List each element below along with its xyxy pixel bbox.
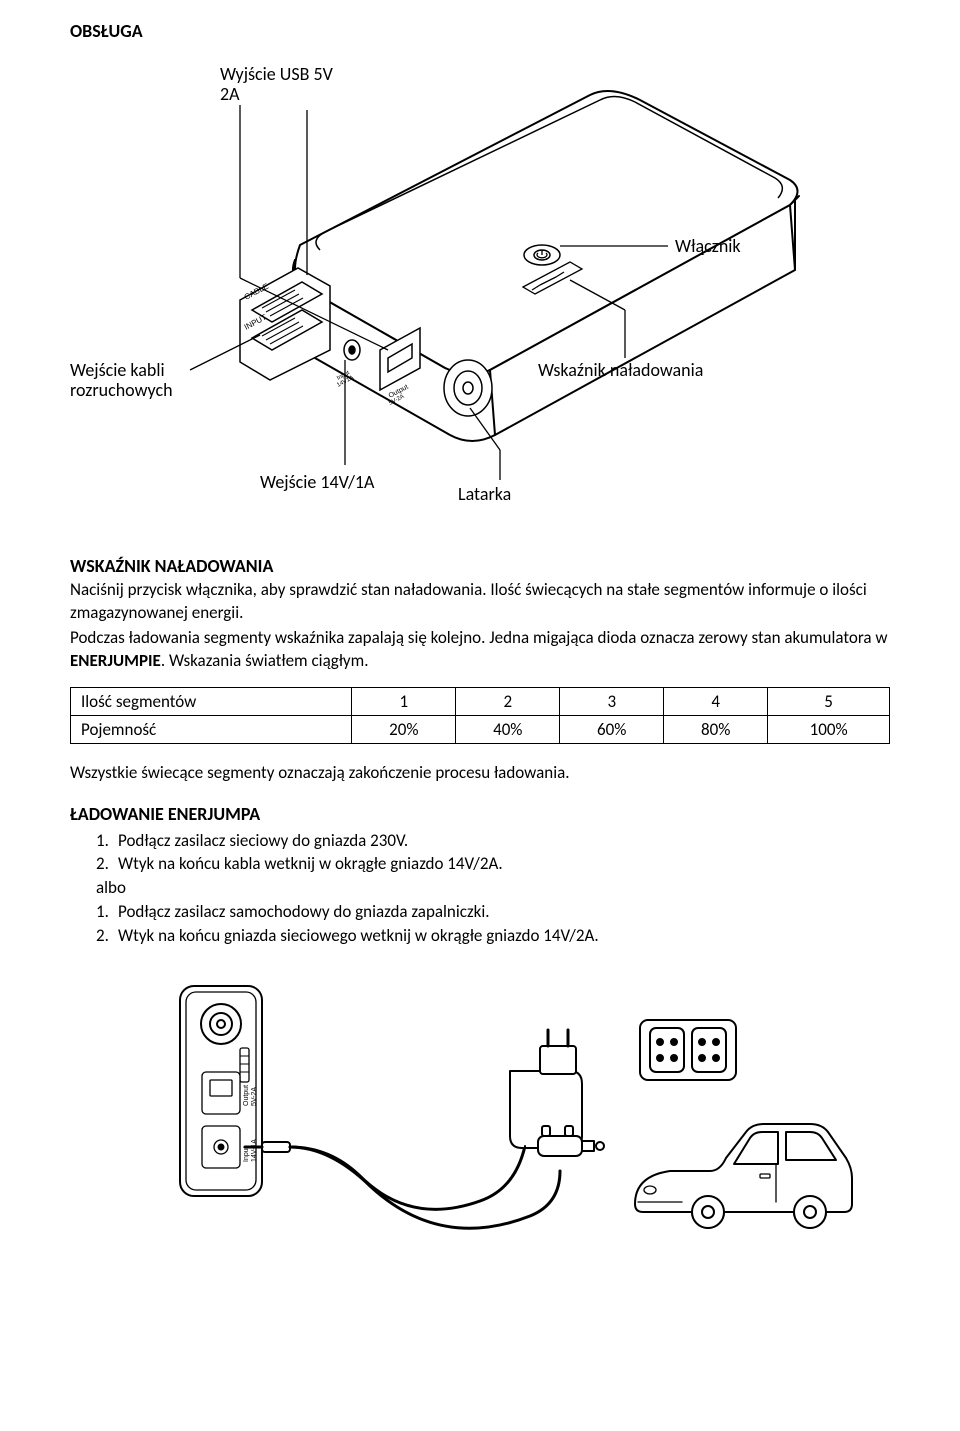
charging-list: 1.Podłącz zasilacz sieciowy do gniazda 2… (70, 829, 890, 948)
label-usb-out-2: 2A (220, 83, 240, 105)
cell: 80% (664, 715, 768, 743)
cell: 1 (352, 687, 456, 715)
li-text: Podłącz zasilacz sieciowy do gniazda 230… (118, 830, 408, 851)
cell: 2 (456, 687, 560, 715)
charging-diagram: Output 5V-2A Input 14V-1A (70, 976, 890, 1251)
label-cables-1: Wejście kabli (70, 359, 165, 381)
indicator-p2-bold: ENERJUMPIE (70, 650, 161, 671)
cell: 5 (768, 687, 890, 715)
device-diagram: CABLE INPUT Input 14V1A Output 5V-2A Wyj… (70, 50, 890, 525)
cell: 60% (560, 715, 664, 743)
page-title: OBSŁUGA (70, 20, 890, 42)
after-table-text: Wszystkie świecące segmenty oznaczają za… (70, 762, 890, 785)
cell: 4 (664, 687, 768, 715)
li-text: Podłącz zasilacz samochodowy do gniazda … (118, 901, 490, 922)
list-item: 2.Wtyk na końcu kabla wetknij w okrągłe … (70, 852, 890, 876)
albo-text: albo (70, 876, 890, 900)
cell: 40% (456, 715, 560, 743)
label-switch: Włącznik (675, 235, 741, 257)
row1-label: Ilość segmentów (71, 687, 352, 715)
li-text: Wtyk na końcu kabla wetknij w okrągłe gn… (118, 853, 503, 874)
indicator-p1: Naciśnij przycisk włącznika, aby sprawdz… (70, 579, 890, 625)
label-torch: Latarka (458, 483, 511, 505)
segments-table: Ilość segmentów 1 2 3 4 5 Pojemność 20% … (70, 687, 890, 744)
charging-heading: ŁADOWANIE ENERJUMPA (70, 803, 890, 825)
table-row: Ilość segmentów 1 2 3 4 5 (71, 687, 890, 715)
indicator-heading: WSKAŹNIK NAŁADOWANIA (70, 555, 890, 577)
svg-text:14V-1A: 14V-1A (251, 1138, 258, 1161)
label-cables-2: rozruchowych (70, 379, 173, 401)
list-item: 1.Podłącz zasilacz sieciowy do gniazda 2… (70, 829, 890, 853)
indicator-p2: Podczas ładowania segmenty wskaźnika zap… (70, 627, 890, 673)
label-usb-out: Wyjście USB 5V (220, 63, 334, 85)
row2-label: Pojemność (71, 715, 352, 743)
cell: 3 (560, 687, 664, 715)
list-item: 1.Podłącz zasilacz samochodowy do gniazd… (70, 900, 890, 924)
indicator-p2a: Podczas ładowania segmenty wskaźnika zap… (70, 627, 888, 648)
list-item: 2.Wtyk na końcu gniazda sieciowego wetkn… (70, 924, 890, 948)
cell: 100% (768, 715, 890, 743)
svg-text:5V-2A: 5V-2A (251, 1086, 258, 1105)
cell: 20% (352, 715, 456, 743)
indicator-p2c: . Wskazania światłem ciągłym. (161, 650, 369, 671)
li-text: Wtyk na końcu gniazda sieciowego wetknij… (118, 925, 599, 946)
label-14v: Wejście 14V/1A (260, 471, 375, 493)
table-row: Pojemność 20% 40% 60% 80% 100% (71, 715, 890, 743)
svg-text:Input: Input (243, 1146, 250, 1162)
label-indicator: Wskaźnik naładowania (538, 359, 703, 381)
svg-text:Output: Output (243, 1085, 250, 1106)
